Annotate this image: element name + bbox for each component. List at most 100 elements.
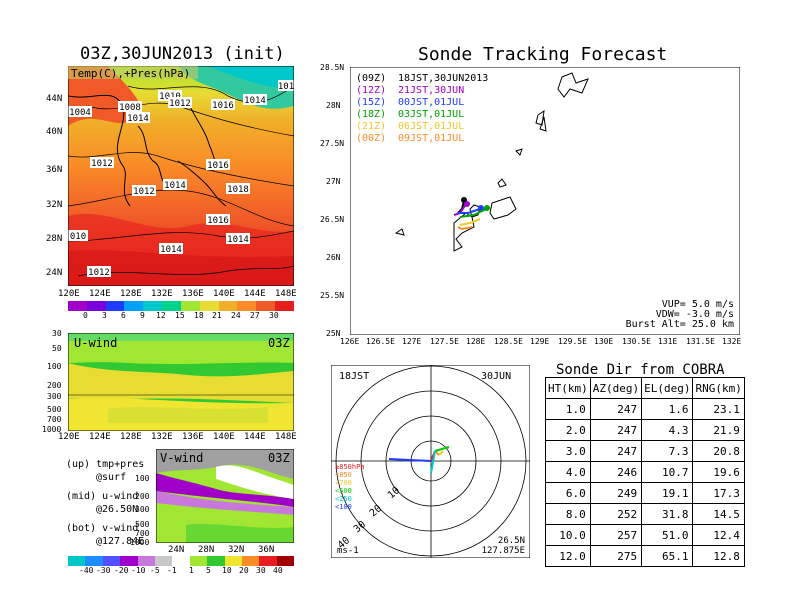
burst-alt-text: Burst Alt= 25.0 km [626, 319, 734, 330]
table-cell: 10.0 [545, 524, 591, 546]
lon-tick: 130.5E [622, 337, 651, 346]
isobar-label: 1016 [206, 159, 230, 171]
lat-tick: 25.5N [320, 291, 345, 300]
table-cell: 1.0 [545, 398, 591, 420]
svg-text:1014: 1014 [244, 96, 266, 106]
isobar-label: 1014 [163, 179, 187, 191]
u-pres-tick: 700 [47, 415, 62, 424]
wind-colorbar-tick: 40 [273, 566, 283, 575]
svg-text:1012: 1012 [88, 268, 110, 278]
table-row: 3.0 247 7.3 20.8 [545, 440, 745, 462]
table-cell: 247 [589, 398, 643, 420]
isobar-label: 1012 [90, 157, 114, 169]
vup-text: VUP= 5.0 m/s [662, 299, 734, 310]
svg-text:1016: 1016 [212, 101, 234, 111]
lon-tick: 128E [120, 289, 142, 299]
svg-text:18JST,30JUN2013: 18JST,30JUN2013 [398, 73, 488, 84]
u-pres-tick: 30 [52, 329, 62, 338]
table-cell: 252 [589, 503, 643, 525]
lat-tick: 44N [46, 94, 63, 104]
table-cell: 17.3 [692, 482, 745, 504]
lat-tick: 25N [326, 329, 341, 338]
polar-time: 18JST [339, 371, 369, 382]
lon-tick: 140E [213, 289, 235, 299]
lat-tick: 36N [258, 545, 275, 555]
v-wind-time: 03Z [268, 451, 290, 465]
u-pres-tick: 300 [47, 392, 62, 401]
svg-text:(21Z): (21Z) [356, 121, 386, 132]
svg-text:(09Z): (09Z) [356, 73, 386, 84]
table-cell: 14.5 [692, 503, 745, 525]
wind-colorbar-tick: -5 [150, 566, 160, 575]
table-row: 1.0 247 1.6 23.1 [545, 398, 745, 420]
u-pres-tick: 200 [47, 381, 62, 390]
track-legend-item: (00Z) 09JST,01JUL [356, 133, 464, 144]
top-panel-label: Temp(C),+Pres(hPa) [71, 67, 190, 80]
lon-tick: 136E [182, 289, 204, 299]
lat-tick: 32N [46, 200, 63, 210]
lat-tick: 28N [326, 101, 341, 110]
isobar-label: 101 [278, 80, 294, 92]
column-header: HT(km) [545, 377, 591, 399]
wind-colorbar [68, 556, 295, 566]
temp-colorbar-tick: 9 [140, 311, 145, 320]
table-row: 6.0 249 19.1 17.3 [545, 482, 745, 504]
temp-colorbar-tick: 15 [175, 311, 185, 320]
lat-tick: 26N [326, 253, 341, 262]
table-header-row: HT(km) AZ(deg) EL(deg) RNG(km) [545, 377, 745, 399]
wind-colorbar-tick: 10 [222, 566, 232, 575]
table-cell: 19.6 [692, 461, 745, 483]
track-legend-item: (18Z) 03JST,01JUL [356, 109, 464, 120]
lon-tick: 136E [182, 432, 204, 442]
table-cell: 6.0 [545, 482, 591, 504]
pressure-legend-item: <850 [335, 471, 352, 479]
column-header: RNG(km) [692, 377, 745, 399]
isobar-label: 1014 [243, 94, 267, 106]
table-cell: 7.3 [641, 440, 694, 462]
table-cell: 12.4 [692, 524, 745, 546]
table-cell: 10.7 [641, 461, 694, 483]
table-cell: 21.9 [692, 419, 745, 441]
table-cell: 2.0 [545, 419, 591, 441]
lon-tick: 148E [275, 432, 297, 442]
lon-tick: 129.5E [558, 337, 587, 346]
isobar-label: 1016 [206, 214, 230, 226]
v-pres-tick: 1000 [130, 538, 150, 547]
table-cell: 246 [589, 461, 643, 483]
u-pres-tick: 50 [52, 344, 62, 353]
isobar-label: 1014 [226, 233, 250, 245]
legend-line: @127.84E [96, 536, 145, 547]
isobar-label: 1016 [211, 99, 235, 111]
lon-tick: 128E [466, 337, 486, 346]
track-legend-item: (09Z) 18JST,30JUN2013 [356, 73, 488, 84]
table-cell: 3.0 [545, 440, 591, 462]
isobar-label: 1014 [159, 243, 183, 255]
svg-text:1012: 1012 [91, 159, 113, 169]
svg-text:1008: 1008 [119, 103, 141, 113]
legend-line: @surf [96, 472, 127, 483]
svg-text:(12Z): (12Z) [356, 85, 386, 96]
v-pres-tick: 200 [135, 492, 150, 501]
lon-tick: 132E [722, 337, 742, 346]
pressure-legend-item: <250 [335, 495, 352, 503]
temp-colorbar-tick: 18 [194, 311, 204, 320]
lon-tick: 132E [151, 289, 173, 299]
table-cell: 1.6 [641, 398, 694, 420]
table-cell: 31.8 [641, 503, 694, 525]
svg-text:(00Z): (00Z) [356, 133, 386, 144]
isobar-label: 1012 [87, 266, 111, 278]
track-map: (09Z) 18JST,30JUN2013 (12Z) 21JST,30JUN (1… [350, 67, 740, 335]
isobar-label: 1004 [68, 106, 92, 118]
lat-tick: 36N [46, 165, 63, 175]
isobar-label: 1018 [226, 183, 250, 195]
legend-line: (up) tmp+pres [66, 459, 145, 470]
polar-unit: ms-1 [337, 546, 359, 556]
isobar-label: 1008 [118, 101, 142, 113]
v-pres-tick: 700 [135, 529, 150, 538]
polar-plot: 18JST 30JUN 10 20 30 40 ms-1 26.5N 127.8… [331, 365, 530, 558]
wind-colorbar-tick: 30 [256, 566, 266, 575]
lon-tick: 120E [58, 432, 80, 442]
table-cell: 247 [589, 419, 643, 441]
table-row: 12.0 275 65.1 12.8 [545, 545, 745, 567]
u-pres-tick: 100 [47, 362, 62, 371]
